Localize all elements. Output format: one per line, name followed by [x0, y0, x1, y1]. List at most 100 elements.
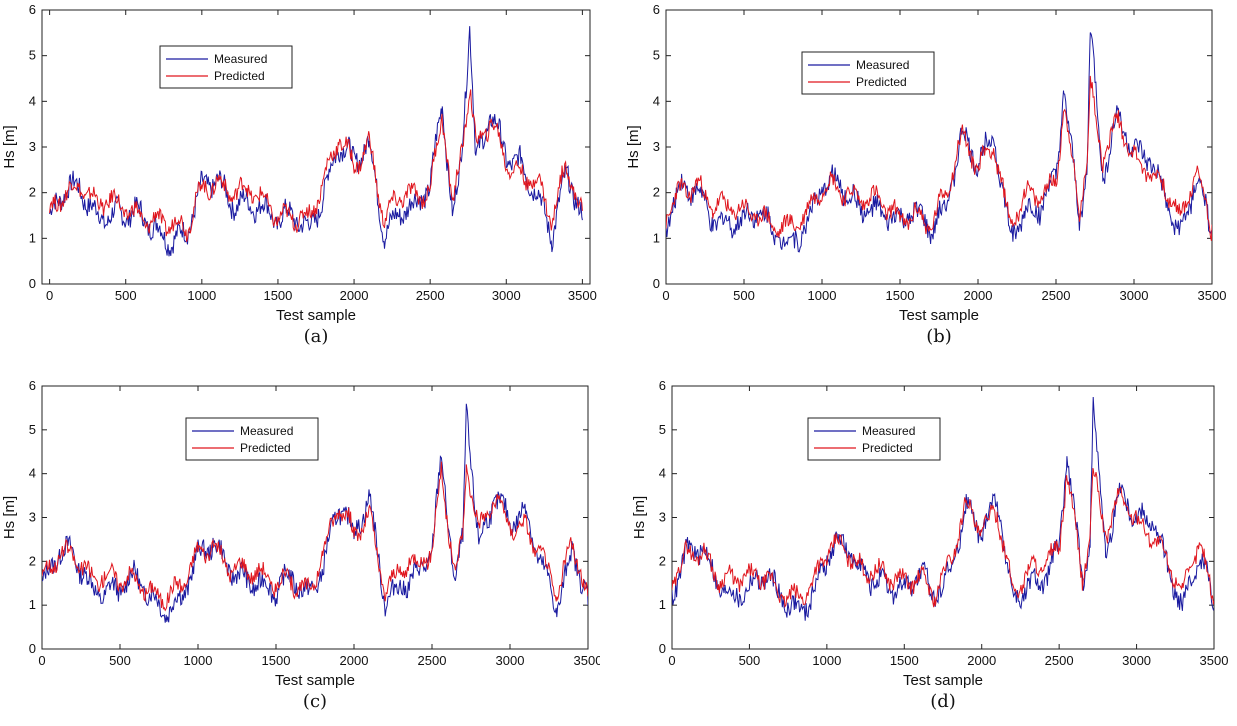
legend-label-measured: Measured [214, 52, 267, 66]
y-tick-label: 4 [659, 466, 666, 481]
legend-label-measured: Measured [862, 424, 915, 438]
x-tick-label: 2500 [1042, 288, 1071, 303]
x-tick-label: 3000 [1120, 288, 1149, 303]
x-tick-label: 3500 [1198, 288, 1227, 303]
legend-box [807, 417, 941, 461]
y-tick-label: 0 [653, 276, 660, 291]
x-axis-label: Test sample [275, 672, 355, 689]
legend-box [159, 45, 293, 89]
x-tick-label: 500 [733, 288, 755, 303]
legend-label-measured: Measured [240, 424, 293, 438]
y-tick-label: 0 [29, 641, 36, 656]
x-tick-label: 0 [46, 288, 53, 303]
x-tick-label: 500 [109, 653, 131, 668]
x-tick-label: 2500 [416, 288, 445, 303]
plot-frame [665, 9, 1213, 285]
chart-panel-a: 0 1 2 3 4 5 6 0 500 1000 1500 2000 2500 3000 3500 Measu… [0, 0, 600, 360]
x-tick-label: 3500 [1200, 653, 1229, 668]
legend-label-predicted: Predicted [214, 69, 265, 83]
x-tick-label: 2000 [340, 653, 369, 668]
y-tick-label: 4 [29, 93, 36, 108]
y-tick-label: 2 [653, 185, 660, 200]
x-axis-label: Test sample [899, 307, 979, 324]
series-line-measured [42, 403, 588, 623]
x-tick-label: 2000 [340, 288, 369, 303]
plot-frame [41, 9, 591, 285]
x-tick-label: 2500 [418, 653, 447, 668]
series-line-predicted [42, 461, 588, 612]
y-tick-label: 0 [29, 276, 36, 291]
series-line-measured [49, 26, 583, 257]
chart-svg-b: 0 1 2 3 4 5 6 0 500 1000 1500 2000 2500 3000 3500 Measu… [625, 2, 1227, 347]
x-tick-label: 500 [115, 288, 137, 303]
y-tick-label: 6 [29, 378, 36, 393]
y-tick-label: 3 [29, 510, 36, 525]
y-tick-label: 6 [29, 2, 36, 17]
plot-frame [671, 385, 1215, 650]
panel-caption: (d) [930, 691, 956, 712]
y-tick-label: 4 [653, 93, 660, 108]
y-tick-label: 3 [29, 139, 36, 154]
y-axis-label: Hs [m] [631, 496, 648, 539]
legend-label-predicted: Predicted [240, 441, 291, 455]
chart-panel-c: 0 1 2 3 4 5 6 0 500 1000 1500 2000 2500 3000 3500 Measu… [0, 370, 600, 726]
panel-caption: (c) [303, 691, 327, 712]
x-axis-label: Test sample [276, 307, 356, 324]
y-tick-label: 1 [29, 230, 36, 245]
series-line-predicted [49, 89, 583, 242]
x-tick-label: 1500 [262, 653, 291, 668]
panel-caption: (a) [304, 326, 329, 347]
y-tick-label: 4 [29, 466, 36, 481]
x-tick-label: 1500 [263, 288, 292, 303]
panel-caption: (b) [926, 326, 952, 347]
y-tick-label: 1 [653, 230, 660, 245]
y-tick-label: 1 [29, 597, 36, 612]
legend-label-measured: Measured [856, 58, 909, 72]
x-tick-label: 2000 [967, 653, 996, 668]
y-tick-label: 5 [29, 48, 36, 63]
chart-svg-d: 0 1 2 3 4 5 6 0 500 1000 1500 2000 2500 3000 3500 Measu… [631, 378, 1229, 712]
series-line-predicted [666, 75, 1212, 241]
legend-box [801, 51, 935, 95]
x-axis-label: Test sample [903, 672, 983, 689]
y-tick-label: 0 [659, 641, 666, 656]
chart-svg-a: 0 1 2 3 4 5 6 0 500 1000 1500 2000 2500 3000 3500 Measu… [1, 2, 597, 347]
y-tick-label: 1 [659, 597, 666, 612]
y-tick-label: 2 [659, 553, 666, 568]
y-tick-label: 3 [653, 139, 660, 154]
y-tick-label: 2 [29, 185, 36, 200]
x-tick-label: 2500 [1045, 653, 1074, 668]
legend-box [185, 417, 319, 461]
y-tick-label: 2 [29, 553, 36, 568]
series-line-measured [672, 396, 1214, 621]
x-tick-label: 1500 [890, 653, 919, 668]
x-tick-label: 1000 [808, 288, 837, 303]
y-tick-label: 6 [653, 2, 660, 17]
legend-label-predicted: Predicted [856, 75, 907, 89]
y-axis-label: Hs [m] [1, 496, 18, 539]
x-tick-label: 0 [662, 288, 669, 303]
y-tick-label: 6 [659, 378, 666, 393]
x-tick-label: 3000 [496, 653, 525, 668]
legend-label-predicted: Predicted [862, 441, 913, 455]
y-tick-label: 5 [653, 48, 660, 63]
x-tick-label: 1000 [812, 653, 841, 668]
series-line-predicted [672, 468, 1214, 609]
chart-panel-b: 0 1 2 3 4 5 6 0 500 1000 1500 2000 2500 3000 3500 Measu… [620, 0, 1237, 360]
x-tick-label: 3000 [1122, 653, 1151, 668]
x-tick-label: 1000 [184, 653, 213, 668]
x-tick-label: 3000 [492, 288, 521, 303]
y-tick-label: 5 [659, 422, 666, 437]
x-tick-label: 1500 [886, 288, 915, 303]
y-axis-label: Hs [m] [625, 125, 642, 168]
x-tick-label: 3500 [568, 288, 597, 303]
y-tick-label: 3 [659, 510, 666, 525]
x-tick-label: 500 [739, 653, 761, 668]
y-axis-label: Hs [m] [1, 125, 18, 168]
x-tick-label: 2000 [964, 288, 993, 303]
y-tick-label: 5 [29, 422, 36, 437]
x-tick-label: 1000 [187, 288, 216, 303]
x-tick-label: 0 [668, 653, 675, 668]
chart-svg-c: 0 1 2 3 4 5 6 0 500 1000 1500 2000 2500 3000 3500 Measu… [1, 378, 600, 712]
x-tick-label: 0 [38, 653, 45, 668]
